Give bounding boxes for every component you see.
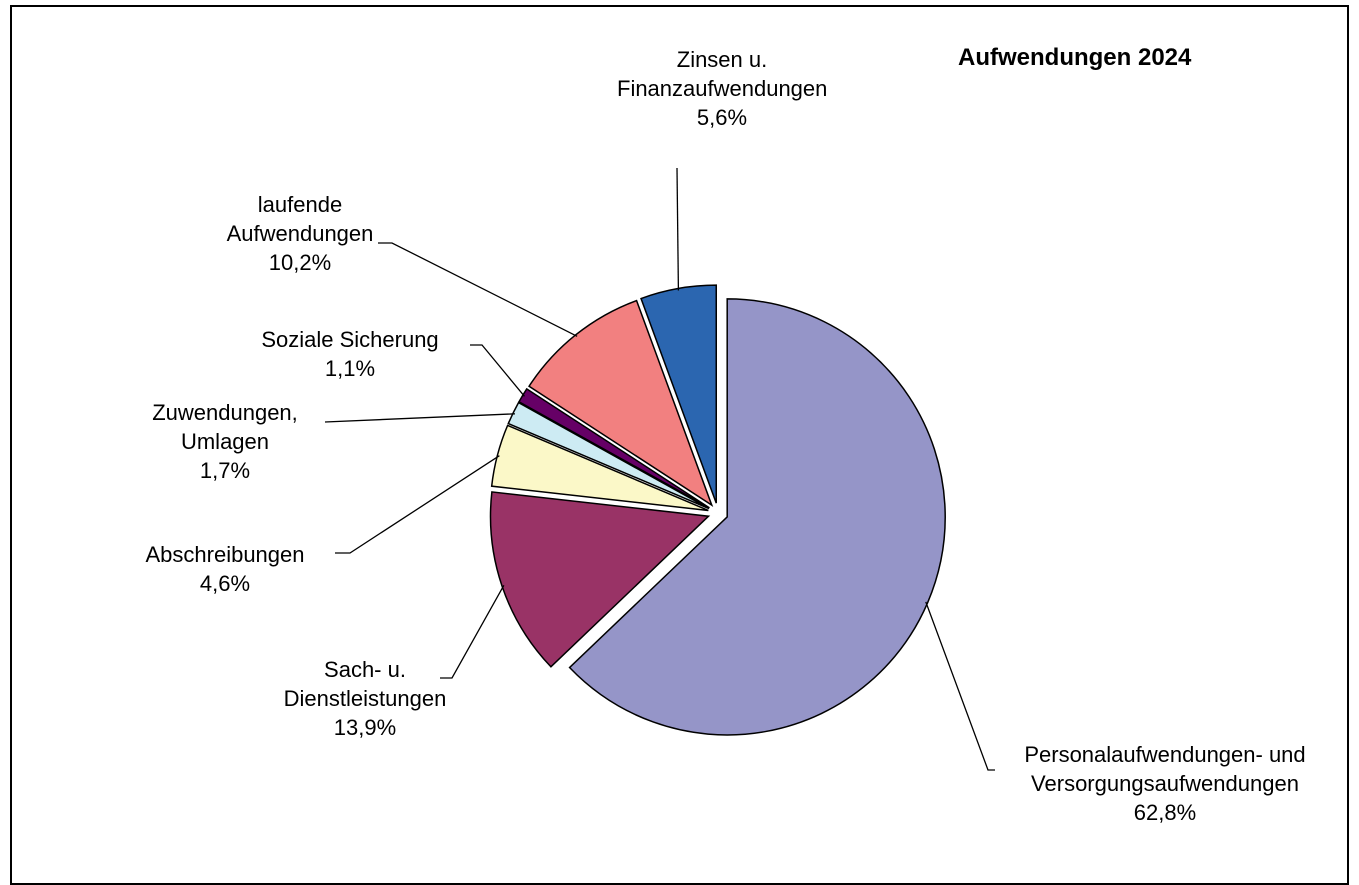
slice-label: Zinsen u. Finanzaufwendungen 5,6% — [617, 45, 827, 132]
leader-line — [925, 601, 995, 771]
leader-line — [676, 167, 680, 291]
value-label: 13,9% — [333, 715, 397, 740]
category-label: Soziale Sicherung — [261, 327, 439, 352]
leader-line — [378, 242, 578, 337]
category-label: Sach- u. Dienstleistungen — [283, 657, 447, 711]
pie-slice — [507, 401, 710, 510]
category-label: Abschreibungen — [145, 542, 305, 567]
pie-slice — [517, 387, 710, 509]
leader-line — [470, 344, 525, 397]
pie-slice — [568, 298, 946, 736]
category-label: Zuwendungen, Umlagen — [152, 400, 298, 454]
slice-label: Sach- u. Dienstleistungen 13,9% — [255, 655, 475, 742]
slice-label: Soziale Sicherung 1,1% — [225, 325, 475, 383]
pie-slice — [489, 491, 711, 668]
value-label: 1,1% — [324, 356, 376, 381]
pie-slice — [490, 424, 709, 512]
value-label: 62,8% — [1133, 800, 1197, 825]
chart-title: Aufwendungen 2024 — [958, 44, 1192, 71]
leader-line — [440, 584, 505, 679]
category-label: laufende Aufwendungen — [226, 192, 374, 246]
slice-label: Zuwendungen, Umlagen 1,7% — [115, 398, 335, 485]
value-label: 1,7% — [199, 458, 251, 483]
leader-line — [324, 413, 515, 423]
pie-slice — [528, 299, 714, 508]
value-label: 10,2% — [268, 250, 332, 275]
category-label: Personalaufwendungen- und Versorgungsauf… — [1024, 742, 1306, 796]
slice-label: laufende Aufwendungen 10,2% — [210, 190, 390, 277]
value-label: 5,6% — [696, 105, 748, 130]
slice-label: Abschreibungen 4,6% — [105, 540, 345, 598]
value-label: 4,6% — [199, 571, 251, 596]
leader-line — [335, 455, 500, 554]
slice-label: Personalaufwendungen- und Versorgungsauf… — [995, 740, 1335, 827]
category-label: Zinsen u. Finanzaufwendungen — [617, 47, 828, 101]
